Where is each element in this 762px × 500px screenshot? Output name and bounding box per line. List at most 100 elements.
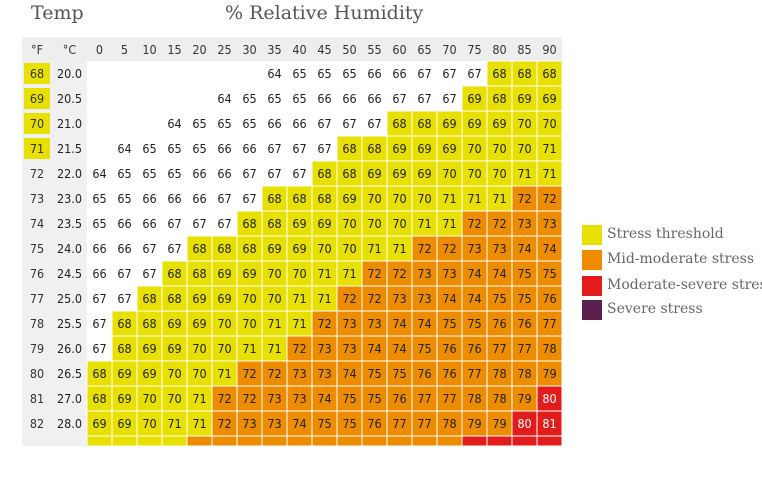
thi-value: 74	[417, 316, 431, 331]
thi-cell	[236, 210, 263, 237]
thi-value: 65	[217, 116, 231, 131]
legend-swatch-purple	[582, 300, 602, 320]
thi-value: 70	[217, 341, 231, 356]
fahrenheit-label: 69	[30, 91, 44, 106]
thi-value: 73	[267, 391, 281, 406]
thi-value: 71	[167, 416, 181, 431]
humidity-tick-label: 30	[242, 42, 256, 57]
thi-cell	[136, 360, 163, 387]
thi-value: 71	[442, 216, 456, 231]
thi-cell	[111, 385, 138, 412]
thi-value: 69	[467, 116, 481, 131]
thi-value: 65	[92, 191, 106, 206]
thi-cell	[411, 110, 438, 137]
thi-value: 79	[542, 366, 556, 381]
thi-value: 75	[517, 266, 531, 281]
celsius-label: 26.5	[57, 366, 82, 381]
thi-cell	[536, 335, 563, 362]
thi-cell	[386, 210, 413, 237]
thi-value: 65	[192, 116, 206, 131]
thi-cell	[211, 260, 238, 287]
thi-value: 70	[492, 141, 506, 156]
thi-value: 78	[467, 391, 481, 406]
thi-value: 74	[392, 316, 406, 331]
thi-value: 72	[517, 191, 531, 206]
thi-value: 77	[542, 316, 556, 331]
thi-value: 75	[392, 366, 406, 381]
thi-value: 71	[517, 166, 531, 181]
humidity-tick-label: 45	[317, 42, 331, 57]
thi-cell	[536, 385, 563, 412]
thi-cell	[536, 85, 563, 112]
thi-value: 69	[117, 416, 131, 431]
thi-cell-partial	[161, 435, 188, 447]
celsius-label: 21.0	[57, 116, 82, 131]
thi-cell-partial	[411, 435, 438, 447]
humidity-tick-label: 70	[442, 42, 456, 57]
thi-value: 72	[242, 391, 256, 406]
thi-value: 67	[167, 241, 181, 256]
thi-value: 67	[267, 166, 281, 181]
thi-cell	[411, 135, 438, 162]
celsius-label: 25.5	[57, 316, 82, 331]
celsius-label: 26.0	[57, 341, 82, 356]
thi-value: 67	[142, 241, 156, 256]
thi-value: 71	[217, 366, 231, 381]
thi-value: 65	[167, 141, 181, 156]
thi-value: 73	[467, 241, 481, 256]
humidity-tick-label: 5	[121, 42, 128, 57]
thi-value: 68	[142, 316, 156, 331]
thi-value: 66	[142, 216, 156, 231]
thi-value: 68	[317, 191, 331, 206]
thi-cell	[211, 235, 238, 262]
thi-value: 70	[392, 191, 406, 206]
thi-cell	[261, 285, 288, 312]
thi-value: 71	[292, 291, 306, 306]
fahrenheit-label: 72	[30, 166, 44, 181]
thi-cell	[386, 310, 413, 337]
thi-value: 66	[117, 216, 131, 231]
humidity-tick-label: 55	[367, 42, 381, 57]
fahrenheit-label: 79	[30, 341, 44, 356]
thi-cell	[386, 160, 413, 187]
thi-cell-partial	[136, 435, 163, 447]
fahrenheit-highlight	[24, 88, 50, 109]
thi-value: 77	[417, 391, 431, 406]
thi-value: 78	[542, 341, 556, 356]
thi-value: 69	[442, 141, 456, 156]
thi-value: 68	[317, 166, 331, 181]
thi-cell	[336, 410, 363, 437]
thi-cell	[336, 285, 363, 312]
thi-value: 78	[517, 366, 531, 381]
thi-value: 70	[417, 191, 431, 206]
thi-value: 73	[442, 266, 456, 281]
thi-value: 69	[392, 141, 406, 156]
thi-value: 68	[292, 191, 306, 206]
thi-value: 77	[467, 366, 481, 381]
humidity-tick-label: 60	[392, 42, 406, 57]
thi-cell	[511, 60, 538, 87]
thi-value: 66	[292, 116, 306, 131]
celsius-label: 27.0	[57, 391, 82, 406]
thi-value: 68	[167, 291, 181, 306]
thi-cell	[536, 110, 563, 137]
thi-value: 80	[542, 391, 556, 406]
legend-label: Mid-moderate stress	[607, 251, 755, 267]
thi-value: 71	[292, 316, 306, 331]
thi-cell	[461, 210, 488, 237]
thi-value: 66	[217, 141, 231, 156]
thi-value: 66	[192, 166, 206, 181]
thi-value: 67	[117, 266, 131, 281]
thi-cell	[536, 410, 563, 437]
thi-cell	[536, 260, 563, 287]
thi-cell	[486, 335, 513, 362]
thi-value: 72	[542, 191, 556, 206]
thi-value: 66	[217, 166, 231, 181]
thi-value: 69	[167, 316, 181, 331]
thi-value: 77	[517, 341, 531, 356]
thi-cell	[386, 410, 413, 437]
thi-value: 75	[342, 416, 356, 431]
thi-value: 73	[242, 416, 256, 431]
thi-value: 74	[442, 291, 456, 306]
thi-value: 68	[92, 366, 106, 381]
